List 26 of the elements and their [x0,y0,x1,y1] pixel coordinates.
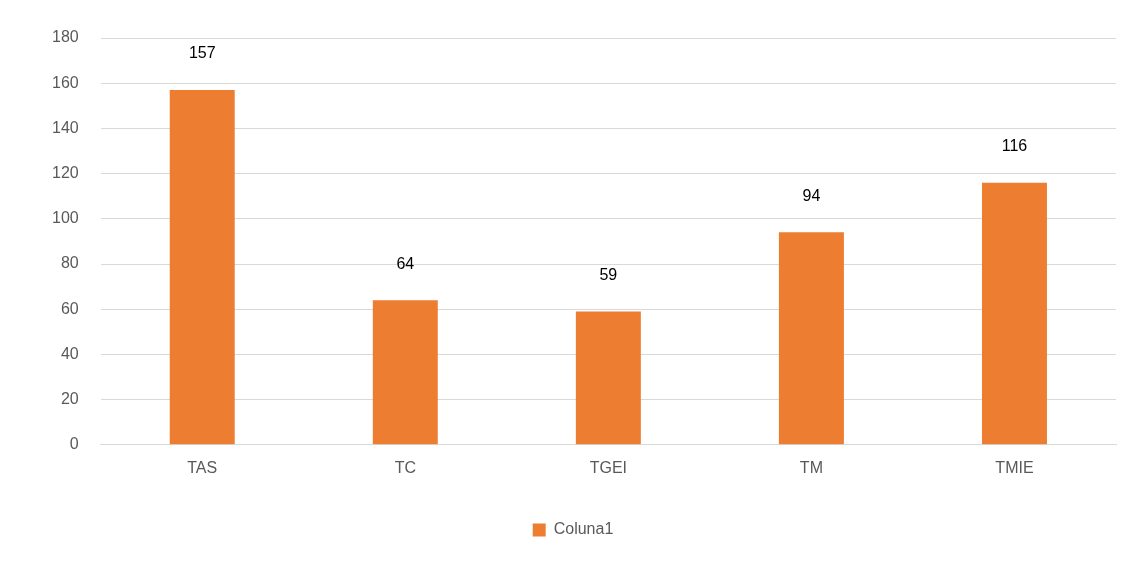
y-tick-label: 80 [60,254,79,272]
data-label: 64 [396,254,415,272]
bar [981,182,1047,445]
x-tick-label: TGEI [589,458,628,476]
y-tick-label: 160 [51,73,79,91]
legend-label: Coluna1 [553,520,614,538]
x-tick-label: TM [799,458,823,476]
y-tick-label: 100 [51,209,79,227]
data-label: 59 [599,265,618,283]
y-tick-label: 20 [60,390,79,408]
data-label: 157 [188,44,216,62]
data-label: 116 [1001,137,1028,155]
y-tick-label: 140 [51,118,79,136]
data-label: 94 [802,186,821,204]
bar [372,300,438,445]
y-tick-label: 60 [60,299,79,317]
bar [778,232,844,445]
y-tick-label: 180 [51,28,79,46]
y-tick-label: 40 [60,344,79,362]
y-tick-label: 120 [51,164,79,182]
x-tick-label: TAS [187,458,218,476]
bar [169,89,235,445]
bar [575,311,641,445]
x-tick-label: TC [394,458,416,476]
y-tick-label: 0 [69,435,79,453]
x-tick-label: TMIE [995,458,1034,476]
